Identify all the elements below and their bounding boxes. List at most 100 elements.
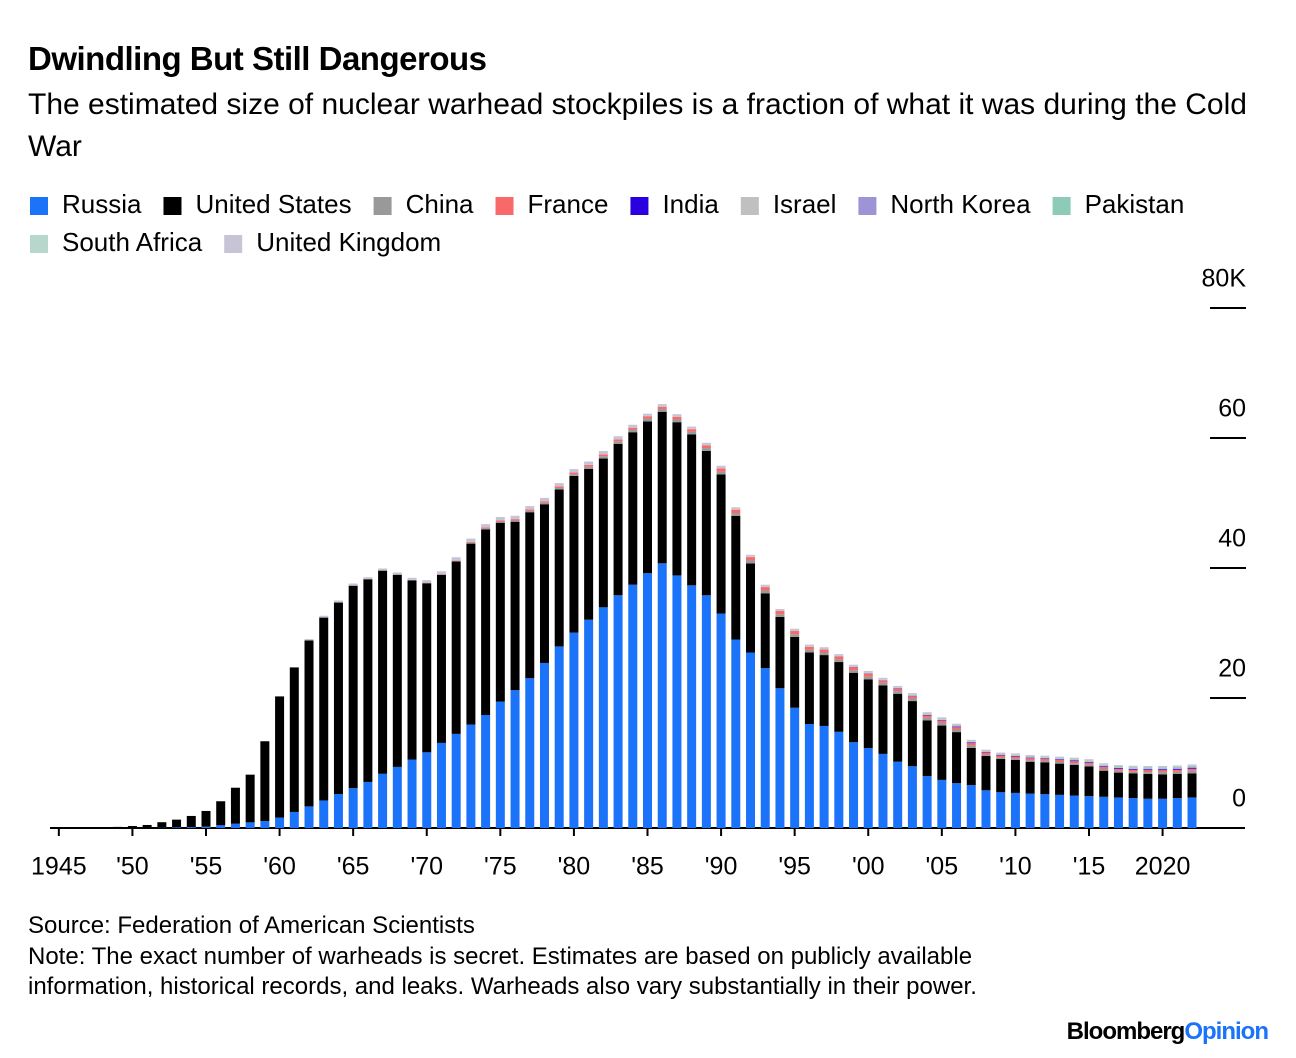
bar-segment	[1069, 763, 1079, 765]
bar-segment	[628, 432, 638, 585]
bar-segment	[1172, 771, 1182, 774]
bar-segment	[775, 616, 785, 689]
x-tick-label: '75	[484, 853, 517, 881]
bar-segment	[539, 504, 549, 663]
bar-segment	[1040, 755, 1050, 758]
legend-swatch	[740, 197, 759, 215]
bar-segment	[569, 472, 579, 475]
bar-segment	[1128, 798, 1138, 828]
bar-segment	[613, 439, 623, 442]
bar-segment	[554, 483, 564, 487]
bar-segment	[613, 443, 623, 596]
bar-segment	[937, 725, 947, 780]
legend-label: United States	[195, 189, 351, 219]
bar-segment	[1084, 796, 1094, 828]
bar-segment	[1143, 774, 1153, 799]
bar-segment	[672, 416, 682, 420]
bar-segment	[230, 787, 240, 824]
x-tick-label: '60	[263, 853, 296, 881]
bar-segment	[392, 574, 402, 767]
bar-segment	[966, 742, 976, 744]
bar-segment	[392, 766, 402, 828]
bar-segment	[304, 639, 314, 641]
bar-segment	[1158, 769, 1168, 771]
bar-segment	[275, 696, 285, 818]
bar-segment	[819, 652, 829, 656]
bar-segment	[966, 747, 976, 786]
bar-segment	[260, 741, 270, 822]
bar-segment	[878, 685, 888, 754]
x-tick-label: '05	[926, 853, 959, 881]
bar-segment	[804, 724, 814, 828]
legend-swatch	[373, 197, 392, 215]
brand-name: Bloomberg	[1066, 1018, 1186, 1045]
bar-segment	[495, 520, 505, 522]
bar-segment	[1025, 758, 1035, 761]
bar-segment	[628, 424, 638, 428]
bar-segment	[966, 739, 976, 742]
bar-segment	[716, 613, 726, 828]
bar-segment	[760, 668, 770, 828]
bar-segment	[760, 584, 770, 587]
bar-segment	[849, 742, 859, 828]
bar-segment	[510, 515, 520, 519]
bar-segment	[804, 652, 814, 724]
bar-segment	[1025, 760, 1035, 762]
bar-segment	[819, 649, 829, 653]
bar-segment	[1099, 768, 1109, 771]
legend-swatch	[1052, 197, 1071, 215]
bar-segment	[731, 513, 741, 516]
bar-segment	[481, 714, 491, 828]
bar-segment	[319, 617, 329, 801]
bar-segment	[701, 450, 711, 596]
bar-segment	[510, 521, 520, 691]
bar-segment	[672, 419, 682, 423]
bar-segment	[907, 698, 917, 702]
x-tick-label: '95	[778, 853, 811, 881]
bar-segment	[1099, 767, 1109, 769]
bar-segment	[466, 724, 476, 828]
bar-segment	[937, 720, 947, 721]
brand-section: Opinion	[1184, 1018, 1269, 1045]
bar-segment	[716, 471, 726, 475]
bar-segment	[1010, 758, 1020, 760]
bar-segment	[863, 679, 873, 749]
bar-segment	[157, 822, 167, 828]
bar-segment	[495, 522, 505, 702]
bar-segment	[1084, 761, 1094, 763]
bar-segment	[1113, 797, 1123, 828]
bar-segment	[1187, 773, 1197, 798]
bar-segment	[525, 506, 535, 510]
bar-segment	[1187, 767, 1197, 769]
x-tick-label: '10	[999, 853, 1032, 881]
bar-segment	[687, 429, 697, 432]
bar-segment	[275, 817, 285, 828]
chart: Russia United States China France India Israe…	[30, 189, 1246, 881]
bar-segment	[819, 647, 829, 650]
bar-segment	[436, 742, 446, 828]
bar-segment	[1128, 769, 1138, 772]
bar-segment	[481, 524, 491, 528]
bar-segment	[657, 411, 667, 564]
bar-segment	[1143, 798, 1153, 828]
bar-segment	[1010, 759, 1020, 793]
bar-segment	[554, 486, 564, 488]
bar-segment	[186, 815, 196, 828]
bar-segment	[1010, 756, 1020, 759]
bar-segment	[878, 753, 888, 828]
bar-segment	[1010, 755, 1020, 757]
bar-segment	[569, 632, 579, 828]
bar-segment	[1084, 766, 1094, 797]
bar-segment	[1172, 769, 1182, 772]
bar-segment	[598, 607, 608, 828]
bar-segment	[922, 715, 932, 718]
bar-segment	[363, 781, 373, 828]
bar-segment	[849, 664, 859, 667]
bar-segment	[466, 541, 476, 543]
bar-segment	[378, 570, 388, 774]
bar-segment	[1025, 755, 1035, 757]
bar-segment	[878, 677, 888, 680]
bar-segment	[1143, 769, 1153, 771]
bar-segment	[937, 722, 947, 726]
x-tick-label: '80	[558, 853, 591, 881]
